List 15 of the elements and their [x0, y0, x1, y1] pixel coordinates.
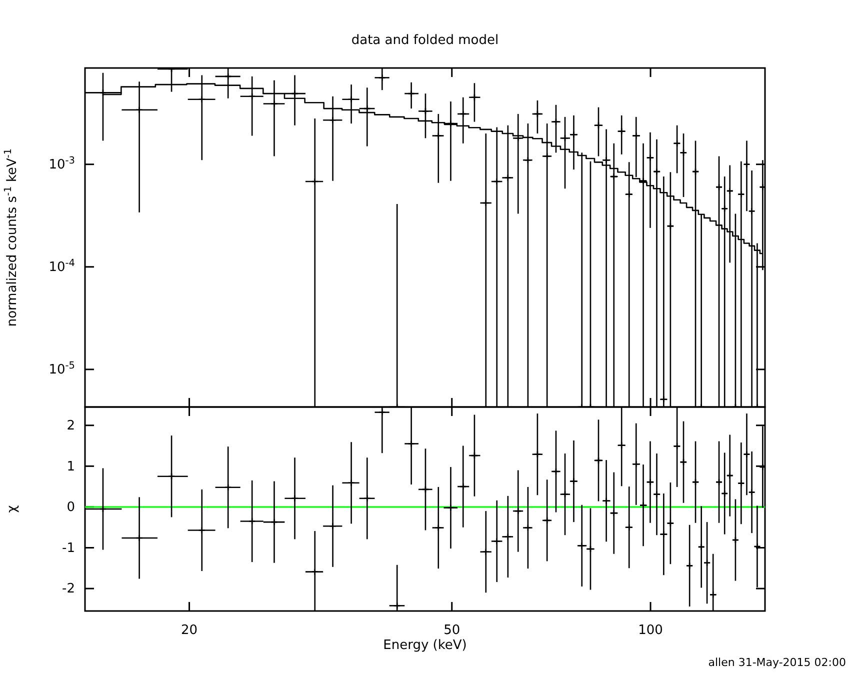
y-axis-title: χ	[5, 504, 20, 513]
x-tick-label: 20	[181, 623, 198, 638]
y-tick-label: 10$^{-3}$	[48, 155, 75, 172]
text: allen 31-May-2015 02:00	[708, 656, 846, 669]
x-tick-label: 100	[638, 623, 663, 638]
y-tick-label: 10$^{-5}$	[48, 360, 75, 378]
x-tick-label: 50	[444, 623, 460, 638]
chart-title: data and folded model	[351, 33, 499, 48]
y-tick-label: 2	[66, 418, 75, 434]
y-tick-label: 1	[66, 459, 75, 474]
y-tick-label: -2	[62, 582, 75, 597]
x-axis-title: Energy (keV)	[383, 638, 467, 653]
y-tick-label: -1	[62, 540, 75, 556]
y-tick-label: 0	[66, 500, 75, 516]
y-tick-label: 10$^{-4}$	[48, 258, 75, 276]
